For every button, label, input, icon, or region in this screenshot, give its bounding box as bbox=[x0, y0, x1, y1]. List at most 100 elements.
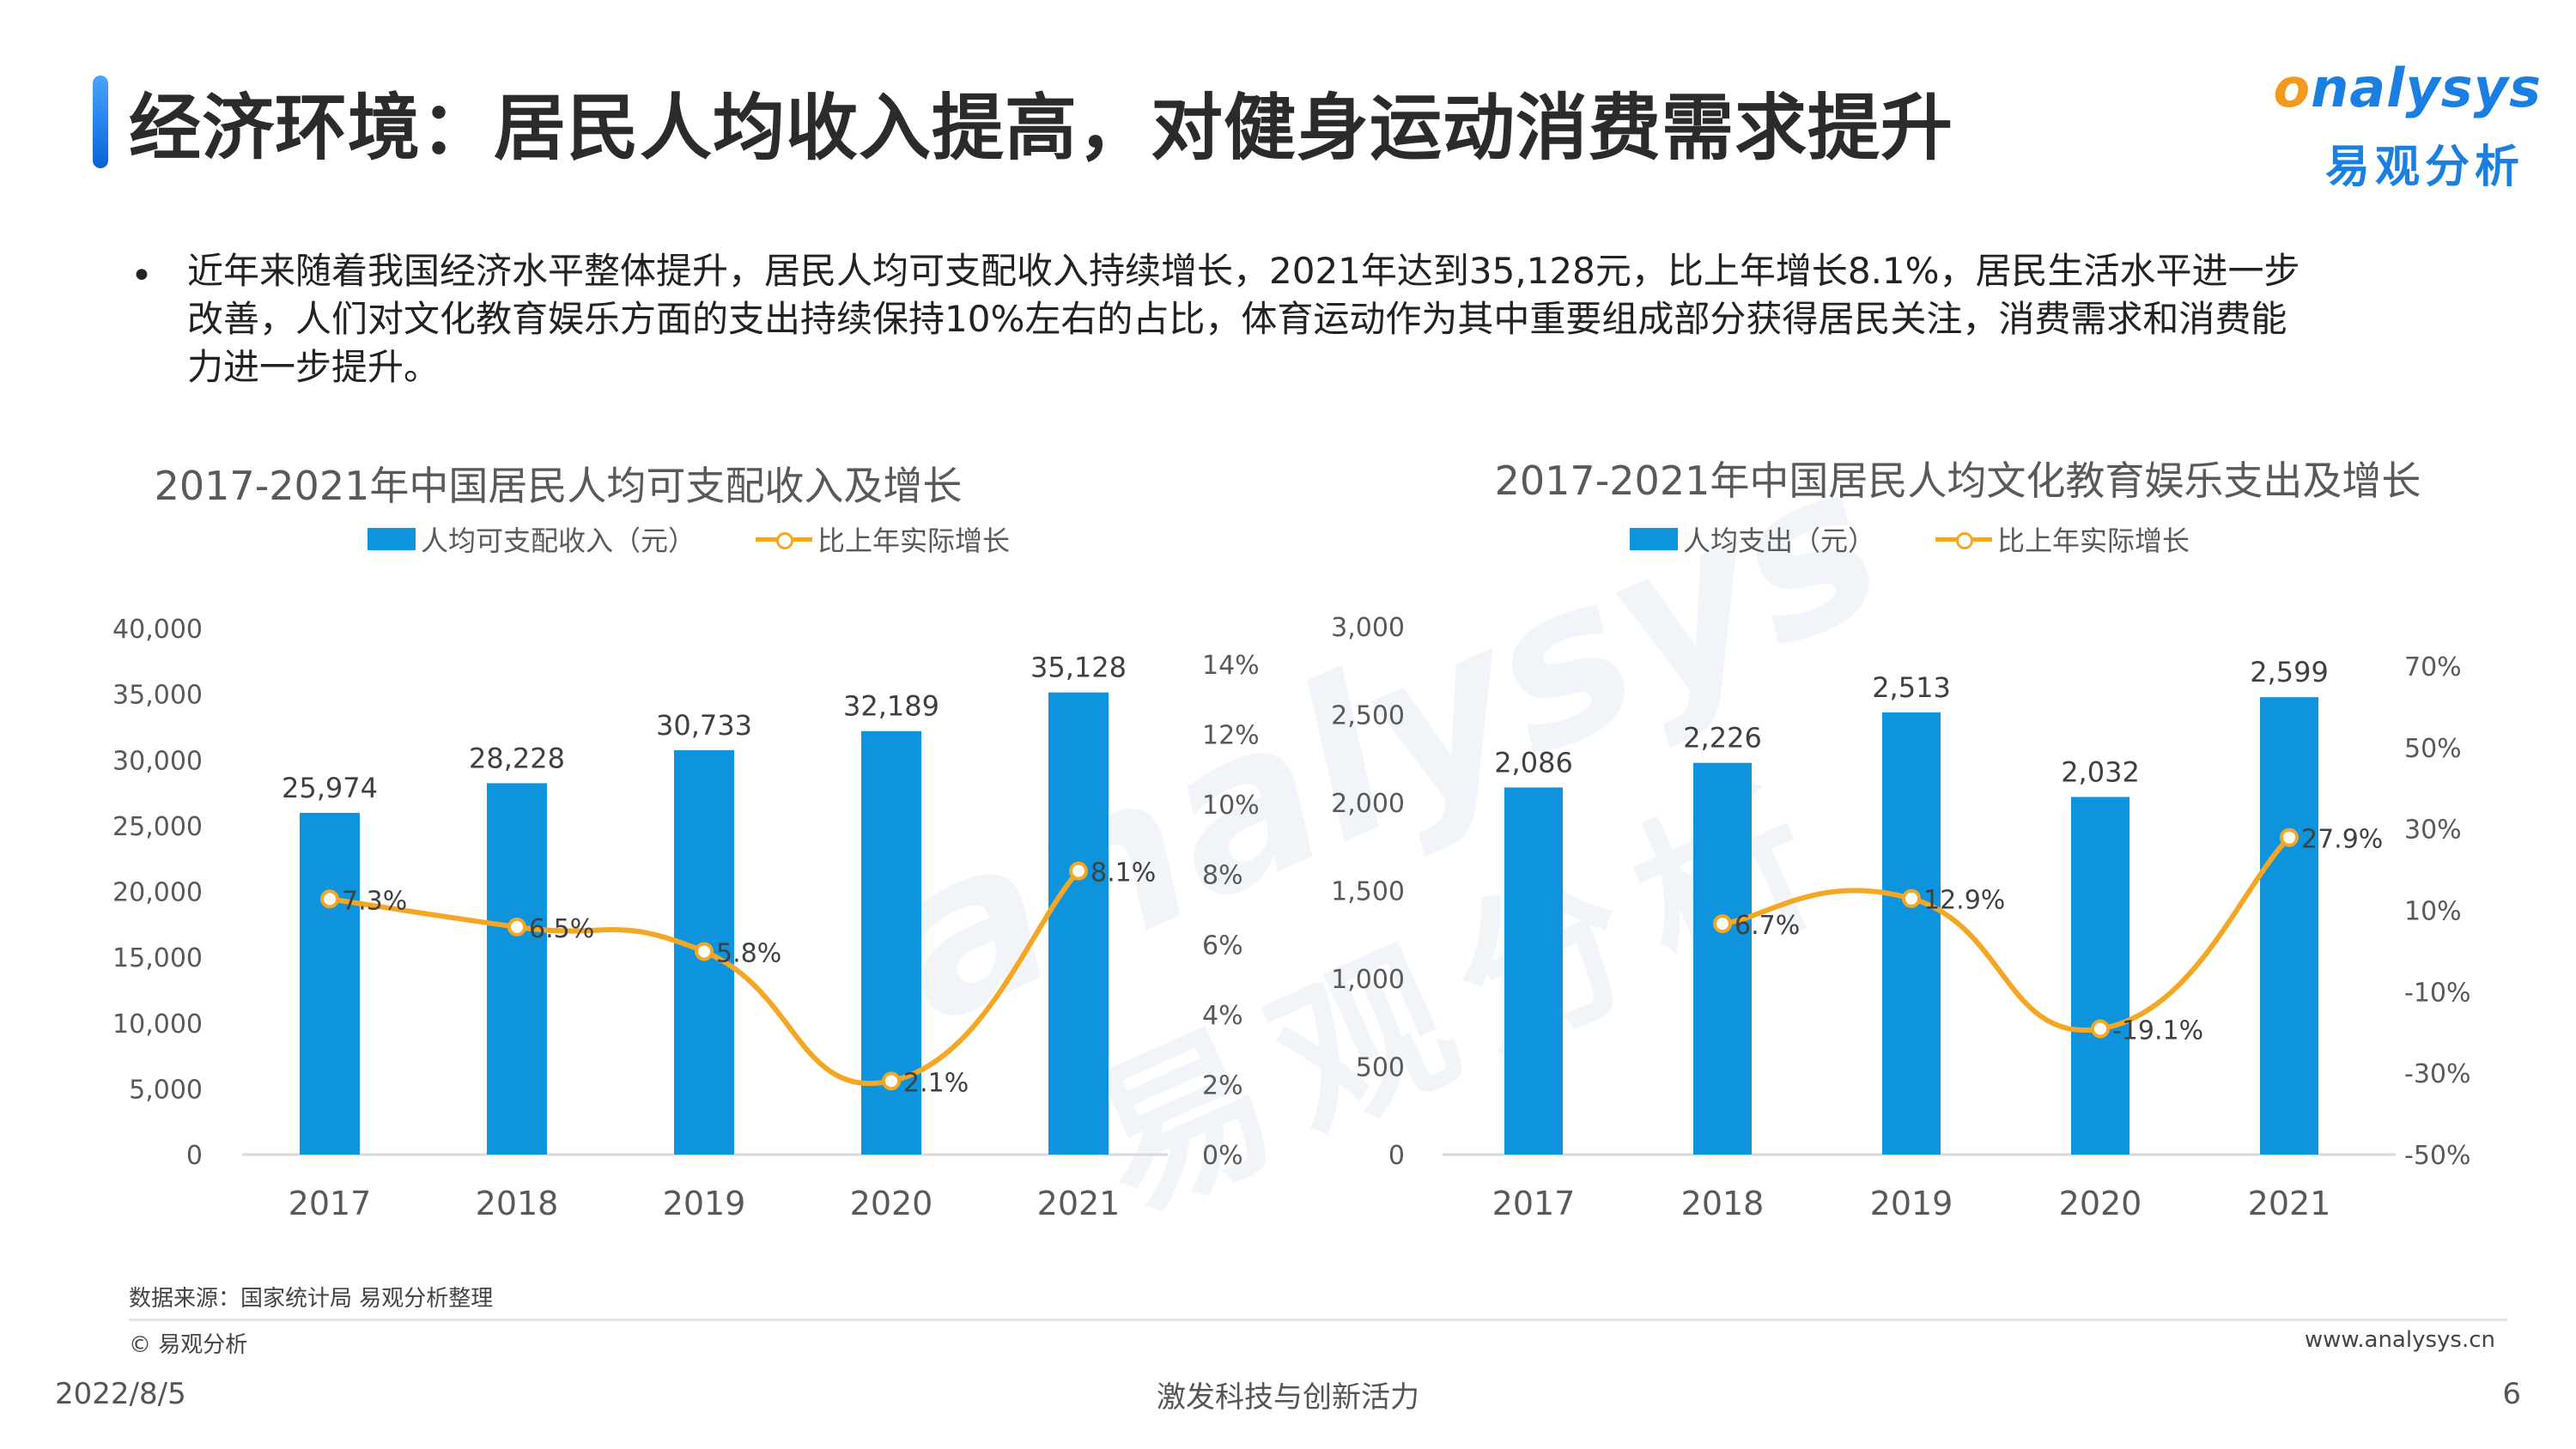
bar bbox=[1693, 762, 1752, 1155]
y-tick-left: 1,000 bbox=[1331, 965, 1405, 995]
y-tick-right: 2% bbox=[1202, 1070, 1243, 1100]
legend-bar-swatch bbox=[1630, 528, 1678, 550]
legend-income: 人均可支配收入（元） 比上年实际增长 bbox=[368, 522, 1011, 557]
bar bbox=[1882, 712, 1941, 1155]
y-tick-left: 20,000 bbox=[112, 878, 203, 908]
y-tick-left: 2,000 bbox=[1331, 789, 1405, 819]
y-tick-right: 0% bbox=[1202, 1141, 1243, 1171]
growth-point bbox=[1713, 914, 1732, 934]
logo-chinese-name: 易观分析 bbox=[2324, 142, 2524, 193]
growth-point bbox=[1902, 888, 1921, 908]
legend-line-swatch bbox=[1935, 528, 1993, 550]
bar-value-label: 2,513 bbox=[1872, 671, 1951, 704]
y-tick-right: 4% bbox=[1202, 1001, 1243, 1031]
growth-value-label: 8.1% bbox=[1091, 858, 1156, 888]
bar-value-label: 30,733 bbox=[656, 709, 752, 742]
y-tick-right: 10% bbox=[2404, 897, 2462, 927]
y-tick-left: 3,000 bbox=[1331, 613, 1405, 643]
bar-value-label: 35,128 bbox=[1030, 652, 1127, 684]
bullet-paragraph: 近年来随着我国经济水平整体提升，居民人均可支配收入持续增长，2021年达到35,… bbox=[187, 247, 2420, 391]
chart-title-culture-spending: 2017-2021年中国居民人均文化教育娱乐支出及增长 bbox=[1494, 458, 2421, 504]
bar bbox=[2260, 697, 2318, 1155]
bar-value-label: 25,974 bbox=[282, 772, 378, 804]
y-tick-left: 0 bbox=[186, 1141, 203, 1171]
y-tick-left: 40,000 bbox=[112, 615, 203, 645]
growth-value-label: 7.3% bbox=[342, 886, 407, 916]
page-title: 经济环境：居民人均收入提高，对健身运动消费需求提升 bbox=[129, 86, 1954, 170]
y-tick-right: 12% bbox=[1202, 721, 1260, 751]
y-tick-right: 50% bbox=[2404, 734, 2462, 764]
analysys-logo: onalysys 易观分析 bbox=[2274, 57, 2542, 194]
growth-value-label: 6.7% bbox=[1735, 911, 1800, 941]
bullet-line: 改善，人们对文化教育娱乐方面的支出持续保持10%左右的占比，体育运动作为其中重要… bbox=[187, 298, 2287, 340]
bar-value-label: 2,032 bbox=[2061, 755, 2140, 788]
y-tick-right: 8% bbox=[1202, 861, 1243, 891]
legend-label-line: 比上年实际增长 bbox=[817, 524, 1011, 557]
bar bbox=[1048, 692, 1109, 1155]
legend-line-swatch bbox=[756, 528, 813, 550]
legend-bar-swatch bbox=[368, 528, 416, 550]
y-tick-left: 500 bbox=[1356, 1053, 1405, 1083]
growth-point bbox=[2091, 1019, 2110, 1039]
logo-wordmark: onalysys bbox=[2274, 57, 2542, 119]
y-tick-left: 5,000 bbox=[129, 1075, 203, 1105]
y-tick-left: 0 bbox=[1388, 1141, 1405, 1171]
x-category-label: 2020 bbox=[850, 1185, 933, 1222]
page-number: 6 bbox=[2502, 1377, 2521, 1411]
copyright: © 易观分析 bbox=[129, 1332, 248, 1358]
x-category-label: 2021 bbox=[2248, 1185, 2331, 1222]
y-tick-left: 30,000 bbox=[112, 746, 203, 776]
growth-point bbox=[507, 917, 526, 937]
growth-value-label: -19.1% bbox=[2112, 1016, 2203, 1046]
bar-value-label: 32,189 bbox=[843, 690, 939, 723]
website-link[interactable]: www.analysys.cn bbox=[2304, 1327, 2495, 1353]
y-tick-right: 30% bbox=[2404, 815, 2462, 846]
y-tick-right: 6% bbox=[1202, 931, 1243, 961]
x-category-label: 2021 bbox=[1037, 1185, 1121, 1222]
x-category-label: 2019 bbox=[663, 1185, 746, 1222]
y-tick-left: 2,500 bbox=[1331, 701, 1405, 731]
y-tick-right: 14% bbox=[1202, 651, 1260, 681]
y-tick-left: 25,000 bbox=[112, 812, 203, 842]
growth-value-label: 2.1% bbox=[903, 1068, 969, 1098]
x-category-label: 2017 bbox=[1492, 1185, 1576, 1222]
bullet-icon: • bbox=[131, 254, 153, 298]
growth-line bbox=[1722, 835, 2292, 1034]
growth-value-label: 5.8% bbox=[716, 938, 781, 968]
growth-line bbox=[329, 869, 1081, 1086]
y-tick-right: 10% bbox=[1202, 791, 1260, 821]
growth-point bbox=[1069, 861, 1088, 881]
x-category-label: 2020 bbox=[2059, 1185, 2142, 1222]
x-category-label: 2018 bbox=[1681, 1185, 1765, 1222]
y-tick-right: -50% bbox=[2404, 1141, 2471, 1171]
bar-value-label: 2,086 bbox=[1494, 746, 1573, 779]
legend-label-bar: 人均支出（元） bbox=[1683, 524, 1876, 557]
bar-value-label: 28,228 bbox=[469, 742, 565, 774]
legend-label-line: 比上年实际增长 bbox=[1997, 524, 2190, 557]
x-category-label: 2019 bbox=[1870, 1185, 1953, 1222]
legend-culture-spending: 人均支出（元） 比上年实际增长 bbox=[1630, 522, 2190, 557]
growth-point bbox=[882, 1071, 901, 1091]
growth-value-label: 6.5% bbox=[529, 914, 594, 944]
footer-divider bbox=[129, 1319, 2507, 1321]
bullet-line: 近年来随着我国经济水平整体提升，居民人均可支配收入持续增长，2021年达到35,… bbox=[187, 250, 2300, 292]
title-accent-bar bbox=[93, 76, 108, 168]
bar bbox=[300, 812, 360, 1155]
bar bbox=[2071, 797, 2129, 1155]
logo-wordmark-rest: nalysys bbox=[2311, 57, 2542, 119]
growth-value-label: 27.9% bbox=[2301, 825, 2383, 855]
logo-o-glyph: o bbox=[2273, 57, 2312, 119]
y-tick-left: 15,000 bbox=[112, 943, 203, 973]
data-source: 数据来源：国家统计局 易观分析整理 bbox=[129, 1286, 494, 1312]
y-tick-left: 1,500 bbox=[1331, 877, 1405, 907]
x-category-label: 2017 bbox=[289, 1185, 372, 1222]
footer-slogan: 激发科技与创新活力 bbox=[1157, 1380, 1419, 1415]
x-category-label: 2018 bbox=[476, 1185, 559, 1222]
y-tick-right: 70% bbox=[2404, 652, 2462, 682]
y-tick-right: -30% bbox=[2404, 1059, 2471, 1089]
bullet-line: 力进一步提升。 bbox=[187, 346, 440, 388]
y-tick-right: -10% bbox=[2404, 978, 2471, 1008]
growth-point bbox=[2280, 828, 2299, 847]
bar bbox=[487, 783, 547, 1155]
